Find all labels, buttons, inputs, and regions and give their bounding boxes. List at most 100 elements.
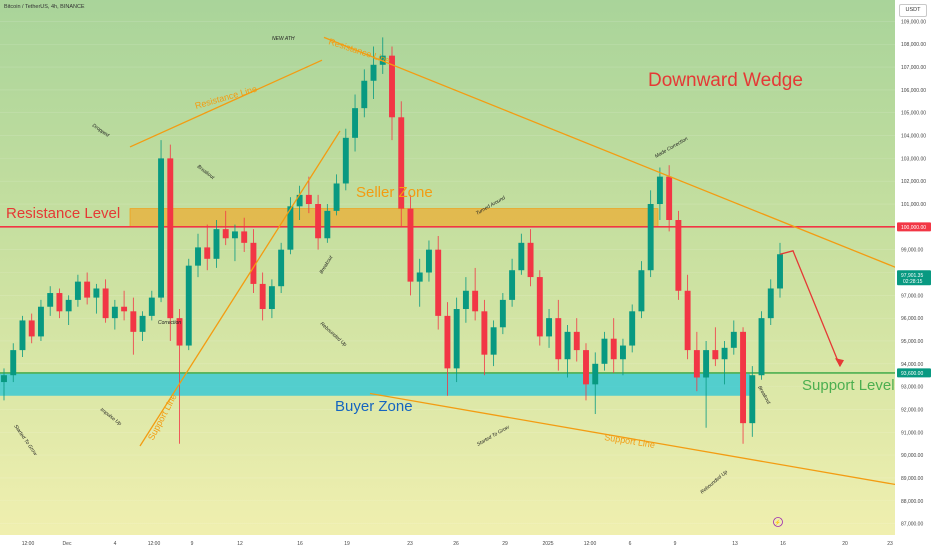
x-tick-label: 26 (453, 541, 459, 547)
candle-body (490, 327, 497, 355)
y-tick-label: 95,000.00 (901, 339, 923, 345)
candle-body (342, 137, 349, 184)
candle-body (47, 293, 54, 307)
candle-body (666, 176, 673, 220)
candle-body (472, 290, 479, 312)
candle-body (546, 318, 553, 337)
candle-body (28, 320, 35, 337)
candle-body (361, 80, 368, 109)
y-tick-label: 104,000.00 (901, 134, 926, 140)
x-tick-label: 12:00 (22, 541, 35, 547)
y-tick-label: 88,000.00 (901, 499, 923, 505)
x-tick-label: 12:00 (584, 541, 597, 547)
x-tick-label: Dec (63, 541, 72, 547)
annotation-impulse-up: Impulse Up (99, 407, 123, 427)
candle-body (462, 290, 469, 310)
time-axis[interactable] (0, 535, 932, 550)
candle-body (435, 249, 442, 316)
candle-body (675, 220, 682, 291)
currency-selector[interactable]: USDT (899, 4, 927, 17)
candle-body (610, 338, 617, 360)
candle-body (74, 281, 81, 300)
annotation-breakout-2: Breakout (319, 254, 335, 275)
support-line-rising (139, 130, 341, 447)
y-tick-label: 96,000.00 (901, 316, 923, 322)
candle-body (564, 331, 571, 360)
candle-body (740, 331, 747, 424)
x-tick-label: 9 (191, 541, 194, 547)
candle-body (453, 309, 460, 369)
candle-body (758, 318, 765, 376)
candle-body (65, 299, 72, 312)
candle-body (84, 281, 91, 298)
candle-body (777, 254, 783, 289)
y-tick-label: 92,000.00 (901, 407, 923, 413)
annotation-breakout-3: Breakout (756, 385, 772, 406)
resistance-line-label: Resistance Line (194, 84, 258, 111)
candle-body (287, 206, 294, 250)
candle-body (130, 311, 137, 332)
candle-body (527, 242, 534, 278)
annotation-rebounded-up-1: Rebounded Up (319, 321, 348, 348)
annotation-rebounded-up-2: Rebounded Up (699, 469, 729, 495)
candle-body (352, 108, 359, 138)
candle-body (111, 306, 118, 319)
price-badge-countdown: 02:28:15 (903, 279, 923, 285)
candle-body (37, 306, 44, 337)
candle-body (250, 242, 257, 284)
candle-body (296, 194, 303, 207)
candle-body (398, 117, 405, 209)
candle-body (656, 176, 663, 205)
y-tick-label: 97,000.00 (901, 293, 923, 299)
annotation-made-correction: Made Correction (654, 136, 689, 160)
candle-body (333, 183, 340, 211)
candle-body (139, 315, 146, 332)
x-tick-label: 12 (237, 541, 243, 547)
candle-body (1, 375, 7, 383)
candle-body (499, 299, 506, 328)
chart-title: Downward Wedge (648, 70, 803, 91)
symbol-title: Bitcoin / TetherUS, 4h, BINANCE (4, 4, 85, 10)
candle-body (268, 286, 275, 310)
y-tick-label: 91,000.00 (901, 430, 923, 436)
y-tick-label: 103,000.00 (901, 156, 926, 162)
x-tick-label: 6 (629, 541, 632, 547)
y-tick-label: 106,000.00 (901, 88, 926, 94)
resistance-level-label: Resistance Level (6, 205, 120, 222)
buyer-zone-label: Buyer Zone (335, 398, 413, 415)
candle-body (213, 229, 220, 259)
candle-body (231, 231, 238, 239)
seller-zone (129, 208, 659, 228)
x-tick-label: 9 (674, 541, 677, 547)
wedge-resistance-line (323, 36, 898, 269)
x-tick-label: 23 (407, 541, 413, 547)
annotation-breakout-1: Breakout (196, 164, 216, 181)
candle-body (767, 288, 774, 319)
wedge-support-line-label: Support Line (604, 432, 656, 450)
candle-body (555, 318, 562, 360)
candle-body (416, 272, 423, 282)
y-tick-label: 102,000.00 (901, 179, 926, 185)
candle-body (425, 249, 432, 273)
lightning-icon: ⚡ (775, 519, 781, 526)
price-badge-label: 93,600.00 (901, 371, 923, 377)
wedge-resistance-line-label: Resistance Line (327, 36, 391, 65)
candle-body (204, 247, 211, 259)
projection-arrow-head (835, 358, 844, 368)
y-tick-label: 107,000.00 (901, 65, 926, 71)
annotation-ath: NEW ATH (272, 36, 295, 42)
candle-body (647, 204, 654, 271)
candle-body (730, 331, 737, 348)
candle-body (518, 242, 525, 271)
candle-body (93, 288, 100, 298)
x-tick-label: 4 (114, 541, 117, 547)
candle-body (370, 64, 377, 81)
candle-body (389, 55, 395, 118)
resistance-line-ath (129, 59, 323, 148)
annotation-correction: Correction (158, 320, 181, 326)
price-badge (897, 368, 931, 378)
candle-body (102, 288, 109, 319)
candle-body (324, 210, 331, 239)
